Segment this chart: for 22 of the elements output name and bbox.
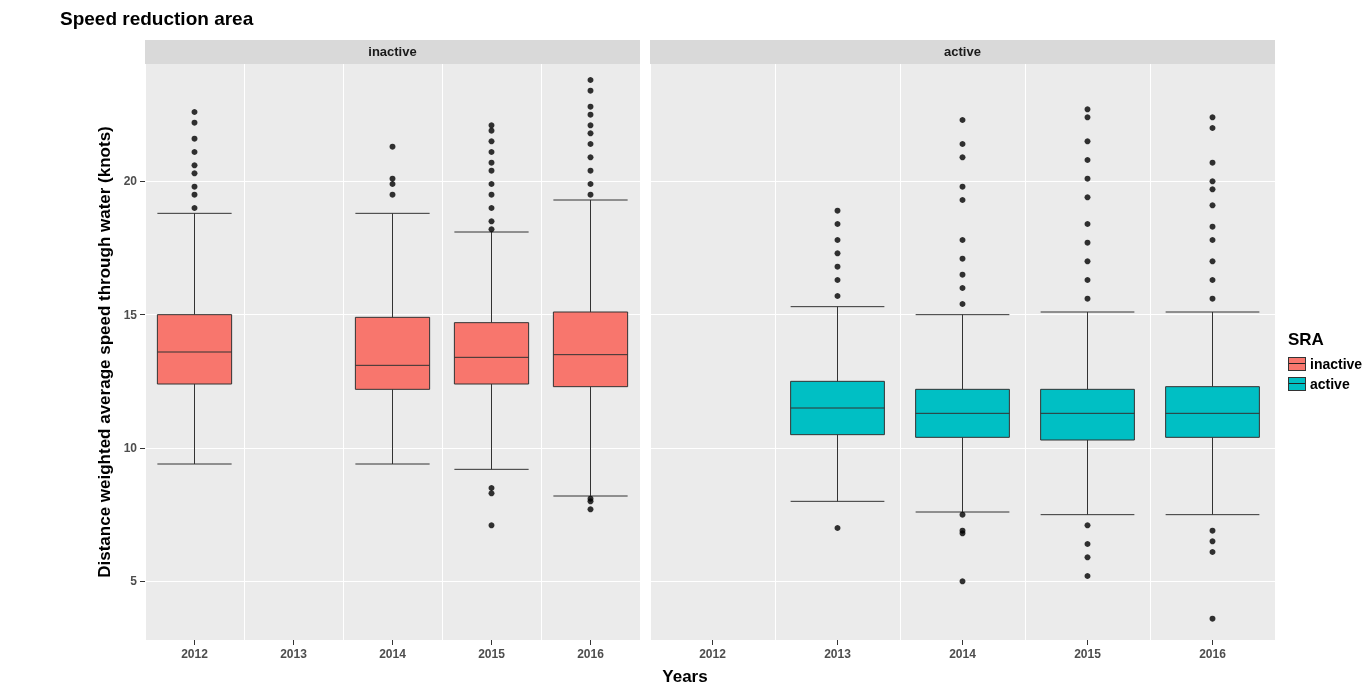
x-tick-label: 2013	[280, 647, 308, 661]
y-axis-title: Distance weighted average speed through water (knots)	[94, 126, 114, 578]
x-tick-label: 2012	[699, 647, 727, 661]
chart-subtitle: inactive	[145, 40, 640, 64]
x-tick-label: 2013	[824, 647, 852, 661]
x-tick-label: 2016	[577, 647, 605, 661]
legend-label: active	[1310, 376, 1350, 392]
chart-subtitle: active	[650, 40, 1275, 64]
x-tick-label: 2016	[1199, 647, 1227, 661]
y-tick-label: 10	[123, 441, 138, 455]
y-tick-label: 15	[123, 307, 138, 322]
legend-title: SRA	[1288, 330, 1325, 350]
x-tick-label: 2014	[379, 647, 407, 661]
x-tick-label: 2015	[478, 647, 506, 661]
x-axis-title: Years	[661, 667, 709, 687]
y-tick-label: 5	[130, 574, 138, 589]
x-tick-label: 2014	[949, 647, 977, 661]
y-tick-label: 20	[123, 174, 138, 189]
legend-label: inactive	[1310, 356, 1363, 372]
x-tick-label: 2012	[181, 647, 209, 661]
chart-title: Speed reduction area	[60, 8, 254, 30]
x-tick-label: 2015	[1074, 647, 1102, 661]
